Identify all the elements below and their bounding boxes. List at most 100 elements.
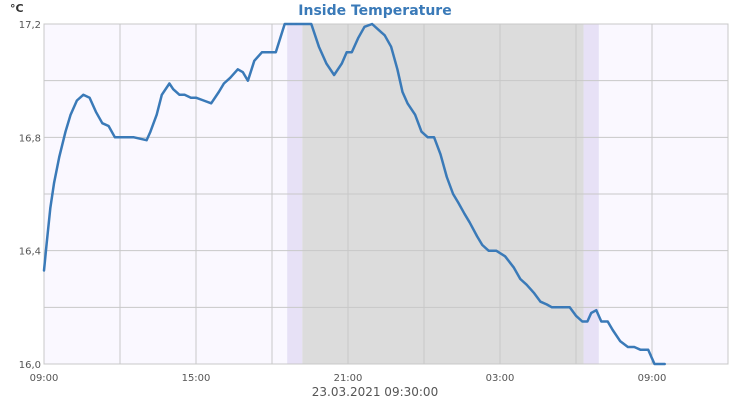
data-point xyxy=(633,346,635,348)
data-point xyxy=(351,51,353,53)
data-point xyxy=(575,315,577,317)
data-point xyxy=(607,320,609,322)
data-point xyxy=(229,77,231,79)
data-point xyxy=(295,23,297,25)
data-point xyxy=(539,301,541,303)
data-point xyxy=(357,37,359,39)
plot-border xyxy=(43,23,729,365)
data-point xyxy=(114,136,116,138)
data-point xyxy=(371,23,373,25)
data-point xyxy=(237,68,239,70)
data-point xyxy=(513,267,515,269)
data-point xyxy=(546,303,548,305)
data-point xyxy=(325,63,327,65)
data-point xyxy=(519,278,521,280)
data-point xyxy=(45,244,47,246)
data-point xyxy=(310,23,312,25)
data-point xyxy=(555,306,557,308)
data-point xyxy=(303,23,305,25)
data-point xyxy=(247,80,249,82)
y-tick-label: 16,4 xyxy=(19,247,41,258)
data-point xyxy=(172,88,174,90)
data-point xyxy=(101,122,103,124)
x-tick-label: 21:00 xyxy=(334,373,363,384)
data-point xyxy=(452,193,454,195)
data-point xyxy=(178,94,180,96)
data-point xyxy=(120,136,122,138)
y-tick-label: 16,8 xyxy=(19,133,41,144)
data-point xyxy=(202,99,204,101)
data-point xyxy=(82,94,84,96)
data-point xyxy=(190,97,192,99)
data-point xyxy=(168,82,170,84)
data-point xyxy=(284,23,286,25)
series-layer xyxy=(42,22,666,366)
data-point xyxy=(275,51,277,53)
data-point xyxy=(468,221,470,223)
data-point xyxy=(595,309,597,311)
data-point xyxy=(69,114,71,116)
data-point xyxy=(647,349,649,351)
data-point xyxy=(341,63,343,65)
data-point xyxy=(384,34,386,36)
grid-lines xyxy=(43,23,729,365)
data-point xyxy=(95,111,97,113)
data-point xyxy=(586,320,588,322)
data-point xyxy=(363,26,365,28)
data-point xyxy=(346,51,348,53)
x-axis-ticks: 09:00 15:00 21:00 03:00 09:00 xyxy=(30,373,667,384)
data-point xyxy=(627,346,629,348)
data-point xyxy=(390,46,392,48)
data-point xyxy=(76,99,78,101)
data-point xyxy=(53,182,55,184)
data-point xyxy=(639,349,641,351)
chart-footer-timestamp: 23.03.2021 09:30:00 xyxy=(312,385,438,399)
data-point xyxy=(223,82,225,84)
data-point xyxy=(569,306,571,308)
data-point xyxy=(218,91,220,93)
data-point xyxy=(64,131,66,133)
data-point xyxy=(476,235,478,237)
data-point xyxy=(149,131,151,133)
y-tick-label: 16,0 xyxy=(19,360,41,371)
data-point xyxy=(581,320,583,322)
data-point xyxy=(145,139,147,141)
chart-title: Inside Temperature xyxy=(298,3,451,19)
data-point xyxy=(267,51,269,53)
y-tick-label: 17,2 xyxy=(19,20,41,31)
data-point xyxy=(261,51,263,53)
data-point xyxy=(107,125,109,127)
data-point xyxy=(333,74,335,76)
data-point xyxy=(653,363,655,365)
data-point xyxy=(414,114,416,116)
x-tick-label: 15:00 xyxy=(182,373,211,384)
x-tick-label: 03:00 xyxy=(486,373,515,384)
data-point xyxy=(525,284,527,286)
data-point xyxy=(126,136,128,138)
data-point xyxy=(433,136,435,138)
data-point xyxy=(396,68,398,70)
data-point xyxy=(318,46,320,48)
temperature-line xyxy=(42,22,666,366)
data-point xyxy=(290,23,292,25)
data-point xyxy=(495,250,497,252)
x-tick-label: 09:00 xyxy=(30,373,59,384)
data-point xyxy=(439,153,441,155)
data-point xyxy=(88,97,90,99)
data-point xyxy=(504,255,506,257)
data-point xyxy=(195,97,197,99)
data-point xyxy=(457,201,459,203)
data-point xyxy=(49,207,51,209)
data-point xyxy=(58,156,60,158)
data-point xyxy=(658,363,660,365)
data-point xyxy=(481,244,483,246)
data-point xyxy=(242,71,244,73)
y-axis-unit: °C xyxy=(10,2,24,15)
data-point xyxy=(253,60,255,62)
data-point xyxy=(156,114,158,116)
data-point xyxy=(210,102,212,104)
data-point xyxy=(463,213,465,215)
data-point xyxy=(664,363,666,365)
data-point xyxy=(551,306,553,308)
